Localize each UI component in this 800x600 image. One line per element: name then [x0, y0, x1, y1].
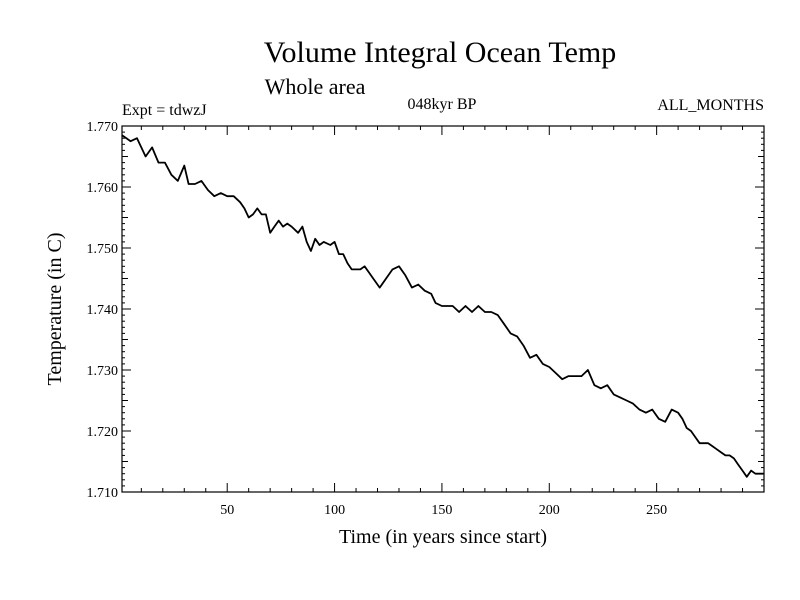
- y-axis-tick-labels: 1.710 1.720 1.730 1.740 1.750 1.760 1.770: [87, 120, 119, 501]
- y-tick-label: 1.720: [87, 425, 119, 440]
- experiment-label: Expt = tdwzJ: [122, 102, 207, 119]
- series-line: [121, 134, 764, 478]
- chart-subtitle: Whole area: [265, 74, 366, 99]
- x-tick-label: 150: [431, 503, 452, 518]
- y-tick-label: 1.730: [87, 364, 119, 379]
- chart-title: Volume Integral Ocean Temp: [264, 36, 617, 69]
- y-tick-label: 1.710: [87, 486, 119, 501]
- y-axis-label: Temperature (in C): [44, 233, 66, 386]
- axis-ticks: [122, 125, 765, 493]
- x-axis-label: Time (in years since start): [339, 526, 547, 548]
- months-label: ALL_MONTHS: [657, 97, 764, 114]
- y-tick-label: 1.740: [87, 303, 119, 318]
- series-group: [121, 134, 764, 478]
- plot-frame: [121, 125, 765, 493]
- x-tick-label: 250: [646, 503, 667, 518]
- x-tick-label: 100: [324, 503, 345, 518]
- x-tick-label: 200: [539, 503, 560, 518]
- x-axis-tick-labels: 50 100 150 200 250: [220, 503, 667, 518]
- plot-area: 1.710 1.720 1.730 1.740 1.750 1.760 1.770 50 10…: [87, 120, 765, 518]
- y-tick-label: 1.770: [87, 120, 119, 135]
- period-label: 048kyr BP: [408, 96, 477, 113]
- y-tick-label: 1.750: [87, 242, 119, 257]
- x-tick-label: 50: [220, 503, 234, 518]
- y-tick-label: 1.760: [87, 181, 119, 196]
